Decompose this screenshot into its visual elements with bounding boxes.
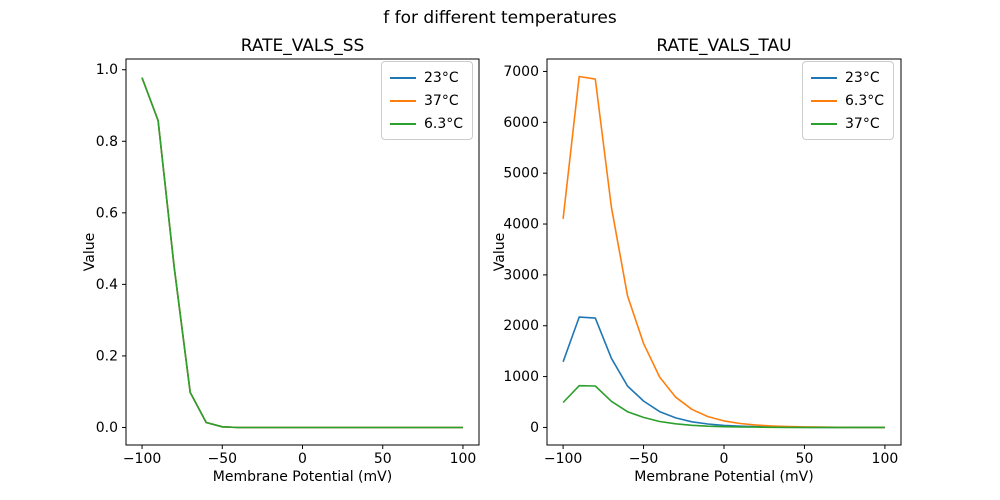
legend-entry: 37°C (390, 89, 463, 112)
legend-line-sample (390, 76, 416, 79)
left-legend: 23°C 37°C 6.3°C (381, 61, 474, 140)
x-tick-label: 100 (450, 451, 477, 467)
series-line-23c (562, 316, 885, 429)
legend-entry: 6.3°C (390, 112, 463, 135)
x-tick-label: −50 (629, 451, 659, 467)
legend-label: 6.3°C (424, 115, 464, 132)
x-tick-label: −50 (207, 451, 237, 467)
y-tick-label: 1.0 (96, 62, 118, 78)
y-tick-label: 5000 (503, 166, 539, 182)
x-tick-label: 50 (796, 451, 814, 467)
legend-label: 6.3°C (845, 92, 885, 109)
right-plot-title: RATE_VALS_TAU (656, 36, 792, 56)
legend-line-sample (811, 76, 837, 79)
legend-label: 23°C (424, 69, 459, 86)
y-tick-label: 2000 (503, 318, 539, 334)
y-tick-label: 0.0 (96, 420, 118, 436)
y-tick-label: 4000 (503, 217, 539, 233)
right-y-axis-label: Value (492, 232, 508, 272)
y-tick-label: 7000 (503, 64, 539, 80)
left-plot-title: RATE_VALS_SS (240, 36, 365, 56)
right-legend: 23°C 6.3°C 37°C (802, 61, 895, 140)
x-tick-label: −100 (544, 451, 582, 467)
x-tick-label: 0 (298, 451, 307, 467)
legend-entry: 23°C (811, 66, 884, 89)
y-tick-label: 3000 (503, 267, 539, 283)
legend-line-sample (811, 99, 837, 102)
legend-line-sample (811, 122, 837, 125)
series-line-6.3c (141, 77, 463, 429)
y-tick-label: 0.4 (96, 277, 118, 293)
x-tick-label: −100 (123, 451, 161, 467)
left-x-axis-label: Membrane Potential (mV) (212, 469, 393, 485)
legend-entry: 23°C (390, 66, 463, 89)
legend-entry: 37°C (811, 112, 884, 135)
legend-line-sample (390, 99, 416, 102)
y-tick-label: 1000 (503, 369, 539, 385)
figure-title: f for different temperatures (383, 8, 617, 28)
y-tick-label: 0.8 (96, 134, 118, 150)
right-x-axis-label: Membrane Potential (mV) (634, 469, 814, 485)
legend-label: 37°C (424, 92, 459, 109)
x-tick-label: 0 (720, 451, 729, 467)
y-tick-label: 0.2 (96, 348, 118, 364)
left-y-axis-label: Value (82, 232, 98, 272)
x-tick-label: 50 (374, 451, 392, 467)
legend-label: 23°C (845, 69, 880, 86)
legend-entry: 6.3°C (811, 89, 884, 112)
y-tick-label: 0 (530, 420, 539, 436)
y-tick-label: 6000 (503, 115, 539, 131)
legend-line-sample (390, 122, 416, 125)
x-tick-label: 100 (872, 451, 899, 467)
legend-label: 37°C (845, 115, 880, 132)
series-line-37c (562, 384, 885, 429)
y-tick-label: 0.6 (96, 205, 118, 221)
